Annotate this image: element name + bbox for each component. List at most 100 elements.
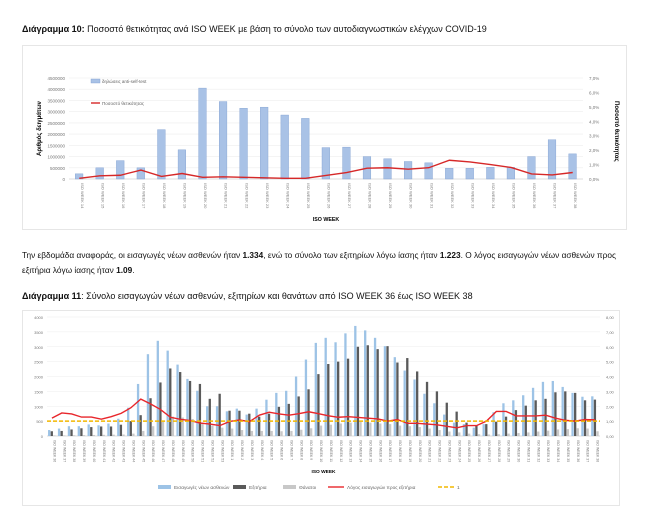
bar-1 <box>260 106 269 180</box>
legend-label: δηλώσεις anti-self-test <box>102 78 147 84</box>
bar-2 <box>416 371 419 436</box>
y2-tick-label: 4,0% <box>589 119 599 124</box>
bar-2 <box>514 410 518 436</box>
bar-2 <box>228 410 231 436</box>
chart11-container: 0 500 1000 1500 2000 2500 3000 3500 4000 0,00 1,00… <box>22 310 620 506</box>
y2-tick-label: 0,0% <box>589 177 599 182</box>
bar-2 <box>70 429 73 436</box>
bar-3 <box>517 433 520 436</box>
bar-3 <box>527 432 530 436</box>
bar-3 <box>448 431 451 436</box>
x-tick-label: ISO WEEK 24 <box>457 440 461 462</box>
bar-3 <box>270 430 273 436</box>
y2-tick-label: 3,00 <box>606 389 615 394</box>
x-tick-label: ISO WEEK 16 <box>378 440 382 462</box>
bar-3 <box>53 435 56 436</box>
chart11-title: Διάγραμμα 11: Σύνολο εισαγωγών νέων ασθε… <box>22 291 473 301</box>
bar-2 <box>564 391 567 436</box>
x-tick-label: ISO WEEK 5 <box>270 440 274 460</box>
x-tick-label: ISO WEEK 44 <box>131 440 135 462</box>
y-tick-label: 4500000 <box>47 76 65 81</box>
bar-2 <box>119 424 123 436</box>
legend-swatch <box>283 485 296 489</box>
bar-2 <box>554 392 557 436</box>
bar-1 <box>324 337 327 436</box>
bar-1 <box>373 337 377 436</box>
bar-2 <box>248 413 251 436</box>
y-tick-label: 0 <box>41 434 44 439</box>
y2-tick-label: 2,0% <box>589 148 599 153</box>
bar-2 <box>356 346 360 436</box>
bar-1 <box>275 392 278 436</box>
y2-tick-label: 6,0% <box>589 90 599 95</box>
legend-label: Λόγος εισαγωγών προς εξιτήρια <box>347 484 416 491</box>
y2-tick-label: 7,0% <box>589 76 599 81</box>
bar-3 <box>329 424 333 436</box>
x-axis-title: ISO WEEK <box>312 469 337 475</box>
bar-1 <box>527 156 536 180</box>
bar-3 <box>240 430 244 436</box>
bar-3 <box>260 430 263 436</box>
bar-1 <box>364 330 367 436</box>
bar-2 <box>139 415 142 436</box>
x-tick-label: ISO WEEK 17 <box>141 183 146 209</box>
bar-3 <box>142 430 145 436</box>
x-tick-label: ISO WEEK 24 <box>285 183 290 209</box>
bar-2 <box>60 430 63 436</box>
x-tick-label: ISO WEEK 50 <box>191 440 195 462</box>
x-tick-label: ISO WEEK 22 <box>438 440 442 462</box>
x-tick-label: ISO WEEK 25 <box>306 183 311 209</box>
bar-2 <box>100 426 103 436</box>
y-tick-label: 2000000 <box>47 132 65 137</box>
bar-1 <box>492 412 495 436</box>
x-tick-label: ISO WEEK 4 <box>260 440 264 460</box>
x-tick-label: ISO WEEK 10 <box>319 440 323 462</box>
x-tick-label: ISO WEEK 33 <box>470 183 475 209</box>
bar-1 <box>87 424 90 436</box>
bar-2 <box>346 358 350 436</box>
y-tick-label: 3500000 <box>47 98 65 103</box>
bar-2 <box>544 398 547 436</box>
bar-1 <box>383 346 387 436</box>
x-tick-label: ISO WEEK 14 <box>80 183 85 209</box>
bar-2 <box>534 400 537 436</box>
bar-1 <box>486 167 495 180</box>
bar-1 <box>314 342 317 436</box>
x-tick-label: ISO WEEK 28 <box>368 183 373 209</box>
legend-swatch-bar <box>90 78 101 84</box>
chart10-label: Διάγραμμα 10: <box>22 24 85 34</box>
bar-3 <box>132 433 135 436</box>
bar-1 <box>48 430 51 436</box>
bar-2 <box>495 421 498 436</box>
bar-2 <box>366 345 369 436</box>
chart10-title-text: Ποσοστό θετικότητας ανά ISO WEEK με βάση… <box>84 24 487 34</box>
bar-3 <box>319 425 323 436</box>
bar-3 <box>339 423 342 436</box>
chart11-label: Διάγραμμα 11 <box>22 291 82 301</box>
bar-1 <box>551 380 554 436</box>
x-tick-label: ISO WEEK 48 <box>171 440 175 462</box>
y-tick-label: 2500000 <box>47 121 65 126</box>
bar-2 <box>287 403 290 436</box>
bar-1 <box>265 399 268 436</box>
y2-axis-title: Ποσοστό θετικότητας <box>613 101 619 162</box>
x-tick-label: ISO WEEK 47 <box>161 440 165 462</box>
bar-3 <box>349 422 352 436</box>
x-tick-label: ISO WEEK 19 <box>408 440 412 462</box>
para-text: . Ο λόγος εισαγωγών νέων ασθενών προς εξ… <box>22 250 616 275</box>
bar-1 <box>304 359 308 436</box>
x-axis-title: ISO WEEK <box>313 217 340 223</box>
y-tick-label: 1500 <box>34 389 44 394</box>
bar-1 <box>146 354 150 436</box>
bar-1 <box>294 376 298 436</box>
summary-paragraph: Την εβδομάδα αναφοράς, οι εισαγωγές νέων… <box>22 248 622 278</box>
bar-1 <box>280 114 289 180</box>
legend-label: Ποσοστό θετικότητας <box>102 100 145 106</box>
bar-3 <box>487 434 491 436</box>
bar-1 <box>462 424 466 436</box>
chart11: 0 500 1000 1500 2000 2500 3000 3500 4000 0,00 1,00… <box>34 315 615 491</box>
x-tick-label: ISO WEEK 34 <box>556 440 560 462</box>
para-text: , ενώ το σύνολο των εξιτηρίων λόγω ίασης… <box>263 250 440 260</box>
bar-1 <box>218 101 228 180</box>
bar-3 <box>359 421 362 436</box>
